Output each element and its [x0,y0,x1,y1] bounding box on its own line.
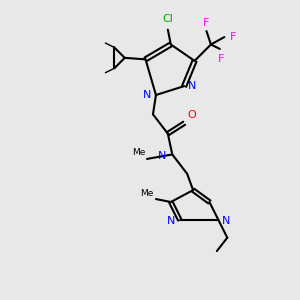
Text: F: F [203,17,210,28]
Text: N: N [143,90,152,100]
Text: O: O [187,110,196,120]
Text: F: F [218,54,224,64]
Text: F: F [230,32,236,42]
Text: Me: Me [140,189,154,198]
Text: Cl: Cl [162,14,173,24]
Text: Me: Me [132,148,146,158]
Text: N: N [188,81,196,91]
Text: N: N [167,216,175,226]
Text: N: N [158,151,166,161]
Text: N: N [222,216,230,226]
